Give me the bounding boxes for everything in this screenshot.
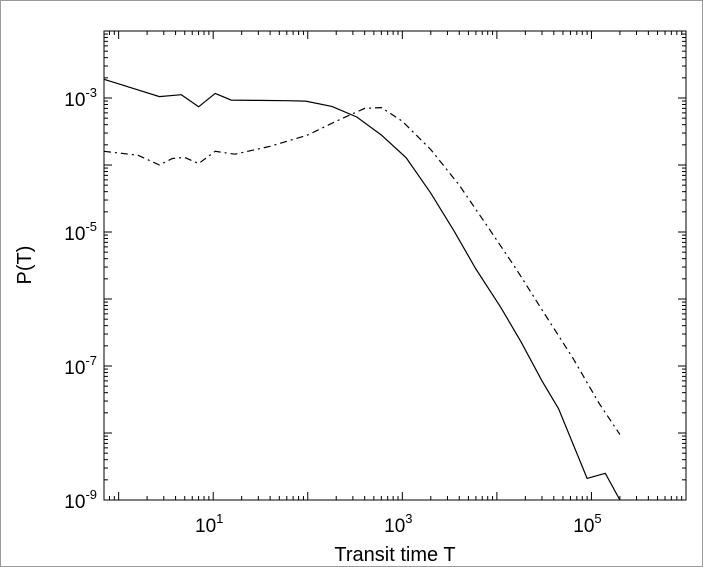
x-tick-label: 103 (384, 511, 412, 537)
y-tick-label: 10-3 (64, 85, 97, 111)
y-tick-label: 10-9 (64, 487, 97, 513)
x-axis-label: Transit time T (334, 544, 455, 566)
series-layer (103, 78, 621, 501)
y-tick-label: 10-5 (64, 219, 97, 245)
y-tick-label: 10-7 (64, 353, 97, 379)
x-tick-label: 101 (195, 511, 223, 537)
y-axis-label: P(T) (14, 246, 36, 285)
series-line-1 (103, 78, 621, 501)
plot-area (103, 30, 687, 501)
x-tick-label: 105 (573, 511, 601, 537)
tick-labels: 101 103 105 10-3 10-5 10-7 10-9 (64, 85, 601, 537)
axis-ticks (103, 30, 687, 501)
